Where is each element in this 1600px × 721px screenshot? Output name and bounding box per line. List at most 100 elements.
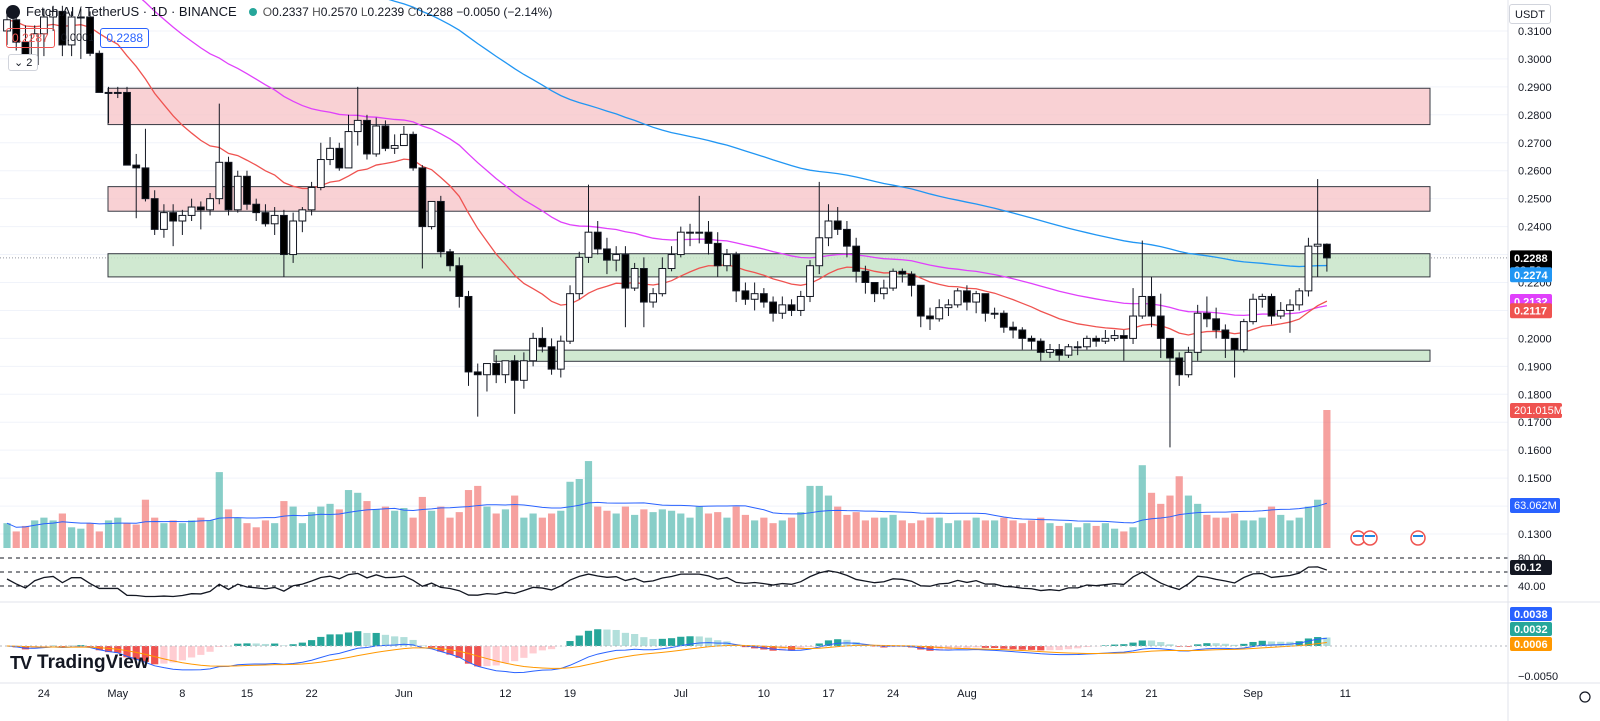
macd-histogram-bar: [1018, 646, 1026, 650]
volume-bar: [1314, 499, 1322, 548]
macd-histogram-bar: [1314, 637, 1322, 646]
candle-up: [1110, 335, 1119, 339]
macd-histogram-bar: [575, 635, 583, 646]
volume-bar: [880, 517, 888, 548]
macd-histogram-bar: [1147, 640, 1156, 646]
candle-up: [1064, 346, 1073, 356]
volume-bar: [474, 485, 482, 548]
candle-up: [1129, 315, 1137, 339]
macd-histogram-bar: [104, 646, 113, 653]
price-tick-label: 0.2700: [1518, 138, 1552, 150]
volume-bar: [861, 520, 869, 548]
volume-last-badge: [1510, 403, 1562, 418]
time-tick-label: 24: [38, 688, 50, 700]
time-tick-label: 8: [179, 688, 185, 700]
candle-down: [639, 268, 648, 303]
candle-down: [1230, 337, 1239, 351]
candle-up: [206, 198, 214, 211]
candle-up: [316, 159, 325, 188]
volume-bar: [1074, 527, 1082, 548]
rsi-line: [6, 566, 1328, 598]
ema-long-line: [388, 0, 1327, 268]
candle-up: [1073, 346, 1082, 349]
volume-bar: [824, 495, 833, 548]
macd-histogram-bar: [704, 637, 713, 646]
volume-bar: [538, 517, 546, 548]
volume-bar: [1295, 517, 1303, 548]
time-tick-label: May: [107, 688, 128, 700]
candle-up: [298, 209, 307, 222]
macd-histogram-bar: [58, 646, 66, 647]
candle-up: [806, 265, 814, 297]
volume-bar: [972, 517, 980, 548]
candle-up: [1138, 295, 1147, 317]
macd-histogram-bar: [1304, 638, 1313, 646]
volume-bar: [751, 520, 759, 548]
candle-down: [926, 315, 934, 320]
macd-histogram-bar: [511, 646, 519, 662]
price-tick-label: 0.2900: [1518, 82, 1552, 94]
candle-down: [1203, 312, 1211, 320]
macd-histogram-bar: [852, 642, 860, 646]
macd-histogram-bar: [1184, 646, 1193, 647]
rsi-value-badge: [1510, 560, 1552, 575]
sell-price-button[interactable]: 0.2287: [6, 28, 55, 48]
volume-bar: [1111, 528, 1119, 548]
candle-down: [455, 265, 464, 297]
price-tick-label: 0.2500: [1518, 194, 1552, 206]
volume-bar: [787, 517, 796, 548]
macd-histogram-bar: [151, 646, 159, 665]
macd-histogram-bar: [289, 644, 297, 646]
volume-bar: [1120, 531, 1128, 548]
volume-bar: [224, 509, 233, 548]
price-tick-label: 0.1500: [1518, 473, 1552, 485]
macd-histogram-bar: [326, 634, 334, 646]
macd-histogram-bar: [677, 636, 685, 646]
volume-bar: [464, 490, 473, 548]
volume-bar: [889, 514, 897, 548]
candle-down: [852, 245, 861, 272]
candle-up: [104, 91, 113, 94]
volume-bar: [501, 509, 510, 548]
volume-bar: [77, 528, 85, 548]
volume-bar: [547, 513, 556, 548]
candle-up: [390, 145, 399, 149]
candle-down: [58, 10, 67, 46]
price-tick-label: 0.2800: [1518, 110, 1552, 122]
volume-bar: [409, 517, 417, 548]
macd-histogram-bar: [372, 632, 380, 646]
macd-value-badge: [1510, 637, 1552, 651]
volume-bar: [344, 490, 353, 548]
volume-last-badge-label: 201.015M: [1514, 405, 1563, 417]
time-tick-label: 22: [305, 688, 317, 700]
macd-histogram-bar: [123, 646, 131, 658]
volume-bar: [1027, 520, 1036, 548]
macd-histogram-bar: [160, 646, 168, 664]
volume-bar: [584, 461, 593, 548]
macd-histogram-bar: [926, 646, 934, 651]
time-tick-label: 10: [758, 688, 770, 700]
macd-histogram-bar: [935, 646, 943, 651]
candle-down: [224, 161, 233, 211]
volume-bar: [178, 523, 186, 548]
symbol-title[interactable]: Fetch.AI / TetherUS · 1D · BINANCE: [26, 4, 237, 19]
macd-histogram-bar: [335, 634, 343, 646]
candle-up: [667, 254, 676, 270]
candle-up: [824, 220, 833, 239]
volume-bar: [1018, 523, 1026, 548]
currency-select[interactable]: USDT: [1509, 4, 1551, 24]
macd-histogram-bar: [1240, 643, 1248, 646]
indicators-toggle-button[interactable]: ⌄ 2: [8, 54, 39, 71]
macd-histogram-bar: [1267, 641, 1276, 646]
buy-price-button[interactable]: 0.2288: [100, 28, 150, 48]
volume-bar: [86, 523, 94, 548]
volume-bar: [1304, 506, 1313, 548]
tradingview-wordmark: TradingView: [37, 652, 149, 673]
macd-histogram-bar: [824, 640, 833, 646]
macd-histogram-bar: [1037, 646, 1045, 651]
volume-bar: [917, 520, 925, 548]
volume-bar: [760, 517, 768, 548]
volume-bar: [529, 513, 537, 548]
